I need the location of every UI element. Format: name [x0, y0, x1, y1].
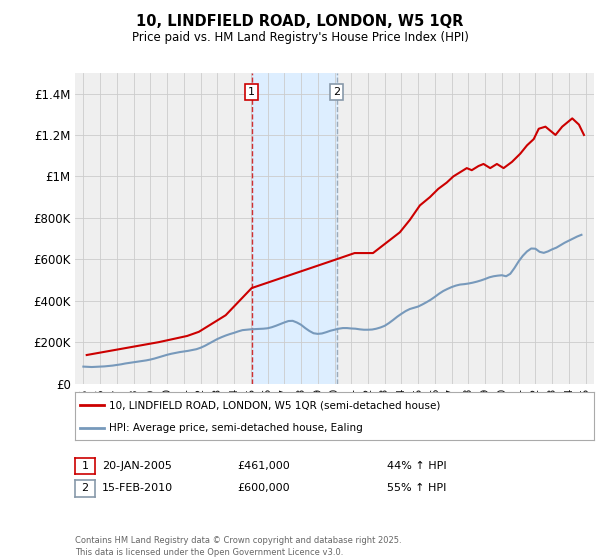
Text: 2: 2	[82, 483, 88, 493]
Text: 15-FEB-2010: 15-FEB-2010	[102, 483, 173, 493]
Text: 10, LINDFIELD ROAD, LONDON, W5 1QR (semi-detached house): 10, LINDFIELD ROAD, LONDON, W5 1QR (semi…	[109, 400, 440, 410]
Text: HPI: Average price, semi-detached house, Ealing: HPI: Average price, semi-detached house,…	[109, 423, 362, 433]
Text: 20-JAN-2005: 20-JAN-2005	[102, 461, 172, 471]
Text: Price paid vs. HM Land Registry's House Price Index (HPI): Price paid vs. HM Land Registry's House …	[131, 31, 469, 44]
Text: Contains HM Land Registry data © Crown copyright and database right 2025.
This d: Contains HM Land Registry data © Crown c…	[75, 536, 401, 557]
Text: 44% ↑ HPI: 44% ↑ HPI	[387, 461, 446, 471]
Text: 1: 1	[248, 87, 255, 97]
Text: £600,000: £600,000	[237, 483, 290, 493]
Text: 2: 2	[333, 87, 340, 97]
Text: 10, LINDFIELD ROAD, LONDON, W5 1QR: 10, LINDFIELD ROAD, LONDON, W5 1QR	[136, 14, 464, 29]
Text: 55% ↑ HPI: 55% ↑ HPI	[387, 483, 446, 493]
Text: 1: 1	[82, 461, 88, 471]
Bar	[251, 73, 337, 384]
Text: £461,000: £461,000	[237, 461, 290, 471]
